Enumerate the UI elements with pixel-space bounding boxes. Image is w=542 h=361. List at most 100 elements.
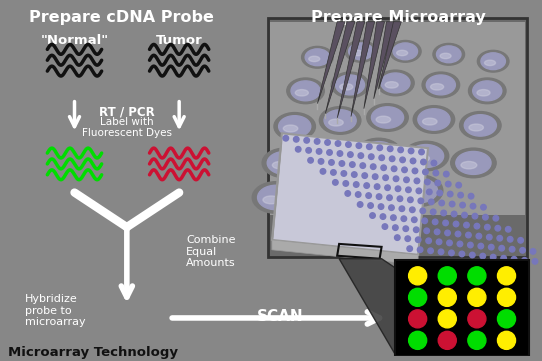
Ellipse shape	[287, 78, 324, 104]
Circle shape	[389, 156, 395, 162]
Circle shape	[498, 331, 515, 349]
Ellipse shape	[305, 49, 330, 66]
Ellipse shape	[433, 43, 464, 65]
Ellipse shape	[304, 178, 341, 203]
Circle shape	[453, 221, 459, 227]
Ellipse shape	[309, 189, 326, 197]
Ellipse shape	[413, 106, 455, 133]
Ellipse shape	[345, 40, 377, 62]
Ellipse shape	[301, 47, 333, 68]
Circle shape	[414, 227, 419, 232]
Circle shape	[410, 207, 415, 213]
Ellipse shape	[396, 175, 443, 206]
Circle shape	[441, 210, 447, 216]
Circle shape	[487, 234, 492, 240]
Circle shape	[439, 200, 444, 206]
Circle shape	[464, 222, 469, 228]
Circle shape	[388, 146, 393, 152]
Circle shape	[509, 247, 515, 252]
Circle shape	[391, 215, 396, 221]
Polygon shape	[272, 133, 428, 255]
Circle shape	[360, 163, 365, 168]
Circle shape	[435, 180, 441, 186]
Ellipse shape	[477, 90, 490, 96]
Circle shape	[438, 331, 456, 349]
Circle shape	[518, 238, 524, 243]
Ellipse shape	[481, 53, 506, 70]
Ellipse shape	[401, 178, 437, 203]
Ellipse shape	[414, 155, 429, 162]
Circle shape	[507, 236, 513, 242]
Circle shape	[369, 154, 374, 160]
Circle shape	[345, 191, 351, 196]
Circle shape	[391, 166, 397, 171]
Circle shape	[469, 252, 475, 258]
Circle shape	[402, 167, 407, 173]
Circle shape	[335, 141, 341, 146]
Circle shape	[449, 250, 454, 256]
Circle shape	[372, 174, 378, 179]
Polygon shape	[339, 259, 527, 356]
Ellipse shape	[352, 50, 363, 56]
Ellipse shape	[367, 104, 408, 131]
Ellipse shape	[309, 56, 320, 62]
Circle shape	[364, 183, 370, 188]
Ellipse shape	[456, 152, 491, 174]
Circle shape	[422, 218, 428, 223]
Circle shape	[306, 148, 312, 153]
Ellipse shape	[397, 50, 408, 56]
Ellipse shape	[299, 175, 346, 206]
Circle shape	[352, 172, 357, 177]
Circle shape	[429, 199, 434, 205]
Circle shape	[458, 192, 463, 198]
Circle shape	[520, 248, 525, 253]
Ellipse shape	[319, 106, 361, 134]
Polygon shape	[272, 133, 282, 250]
Polygon shape	[270, 22, 525, 215]
Text: Combine
Equal
Amounts: Combine Equal Amounts	[186, 235, 236, 268]
Ellipse shape	[352, 175, 389, 200]
Circle shape	[501, 256, 506, 261]
Circle shape	[356, 192, 361, 197]
Circle shape	[407, 246, 412, 251]
Circle shape	[328, 160, 334, 165]
Circle shape	[506, 226, 511, 232]
Ellipse shape	[272, 161, 288, 169]
Circle shape	[283, 135, 288, 141]
Circle shape	[400, 157, 405, 162]
Ellipse shape	[390, 40, 421, 62]
Polygon shape	[337, 22, 365, 118]
Circle shape	[491, 255, 496, 260]
Ellipse shape	[291, 81, 320, 101]
Circle shape	[378, 204, 384, 209]
Circle shape	[325, 140, 330, 145]
Circle shape	[482, 214, 488, 220]
Circle shape	[357, 202, 363, 207]
Ellipse shape	[381, 73, 410, 93]
Circle shape	[430, 209, 436, 215]
Circle shape	[493, 216, 499, 221]
Circle shape	[498, 267, 515, 285]
Circle shape	[427, 189, 432, 195]
Circle shape	[346, 142, 351, 147]
Polygon shape	[351, 22, 375, 117]
Ellipse shape	[349, 43, 373, 60]
Circle shape	[375, 184, 380, 190]
Circle shape	[419, 149, 424, 155]
Circle shape	[397, 196, 403, 201]
Ellipse shape	[406, 189, 423, 197]
Circle shape	[459, 251, 464, 257]
Circle shape	[476, 233, 482, 239]
Circle shape	[293, 136, 299, 142]
Circle shape	[385, 185, 390, 191]
Circle shape	[485, 225, 490, 230]
Circle shape	[488, 244, 494, 250]
Text: Hybridize
probe to
microarray: Hybridize probe to microarray	[25, 294, 86, 327]
Ellipse shape	[423, 118, 437, 125]
Ellipse shape	[308, 141, 354, 171]
Ellipse shape	[331, 72, 369, 98]
Circle shape	[417, 247, 423, 252]
Polygon shape	[325, 22, 355, 114]
Text: SCAN: SCAN	[256, 309, 303, 324]
Circle shape	[481, 204, 486, 210]
